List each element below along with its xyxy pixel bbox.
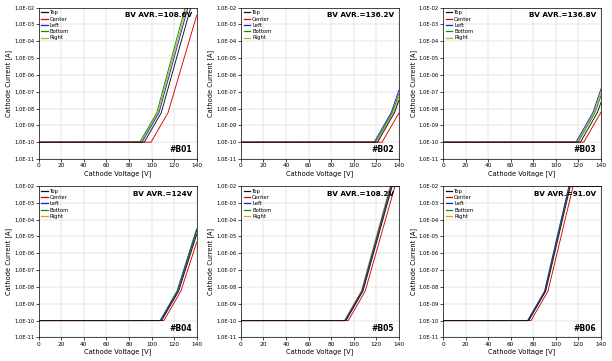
Text: BV AVR.=108.6V: BV AVR.=108.6V [125, 12, 192, 18]
Text: #B06: #B06 [573, 324, 596, 333]
Y-axis label: Cathode Current [A]: Cathode Current [A] [207, 228, 214, 295]
Legend: Top, Center, Left, Bottom, Right: Top, Center, Left, Bottom, Right [242, 188, 272, 220]
X-axis label: Cathode Voltage [V]: Cathode Voltage [V] [84, 170, 151, 177]
Y-axis label: Cathode Current [A]: Cathode Current [A] [410, 228, 417, 295]
Y-axis label: Cathode Current [A]: Cathode Current [A] [6, 228, 12, 295]
Text: #B03: #B03 [573, 145, 596, 155]
Legend: Top, Center, Left, Bottom, Right: Top, Center, Left, Bottom, Right [445, 188, 475, 220]
Text: BV AVR.=91.0V: BV AVR.=91.0V [534, 191, 596, 196]
X-axis label: Cathode Voltage [V]: Cathode Voltage [V] [488, 349, 556, 356]
Legend: Top, Center, Left, Bottom, Right: Top, Center, Left, Bottom, Right [242, 9, 272, 42]
Legend: Top, Center, Left, Bottom, Right: Top, Center, Left, Bottom, Right [445, 9, 475, 42]
Y-axis label: Cathode Current [A]: Cathode Current [A] [410, 50, 417, 117]
Y-axis label: Cathode Current [A]: Cathode Current [A] [6, 50, 12, 117]
X-axis label: Cathode Voltage [V]: Cathode Voltage [V] [488, 170, 556, 177]
Text: BV AVR.=124V: BV AVR.=124V [133, 191, 192, 196]
Text: #B04: #B04 [170, 324, 192, 333]
Y-axis label: Cathode Current [A]: Cathode Current [A] [207, 50, 214, 117]
Text: BV AVR.=108.2V: BV AVR.=108.2V [327, 191, 394, 196]
X-axis label: Cathode Voltage [V]: Cathode Voltage [V] [286, 349, 354, 356]
Text: #B05: #B05 [371, 324, 394, 333]
Text: #B01: #B01 [170, 145, 192, 155]
X-axis label: Cathode Voltage [V]: Cathode Voltage [V] [286, 170, 354, 177]
Text: #B02: #B02 [371, 145, 394, 155]
X-axis label: Cathode Voltage [V]: Cathode Voltage [V] [84, 349, 151, 356]
Text: BV AVR.=136.8V: BV AVR.=136.8V [529, 12, 596, 18]
Legend: Top, Center, Left, Bottom, Right: Top, Center, Left, Bottom, Right [40, 188, 70, 220]
Legend: Top, Center, Left, Bottom, Right: Top, Center, Left, Bottom, Right [40, 9, 70, 42]
Text: BV AVR.=136.2V: BV AVR.=136.2V [327, 12, 394, 18]
